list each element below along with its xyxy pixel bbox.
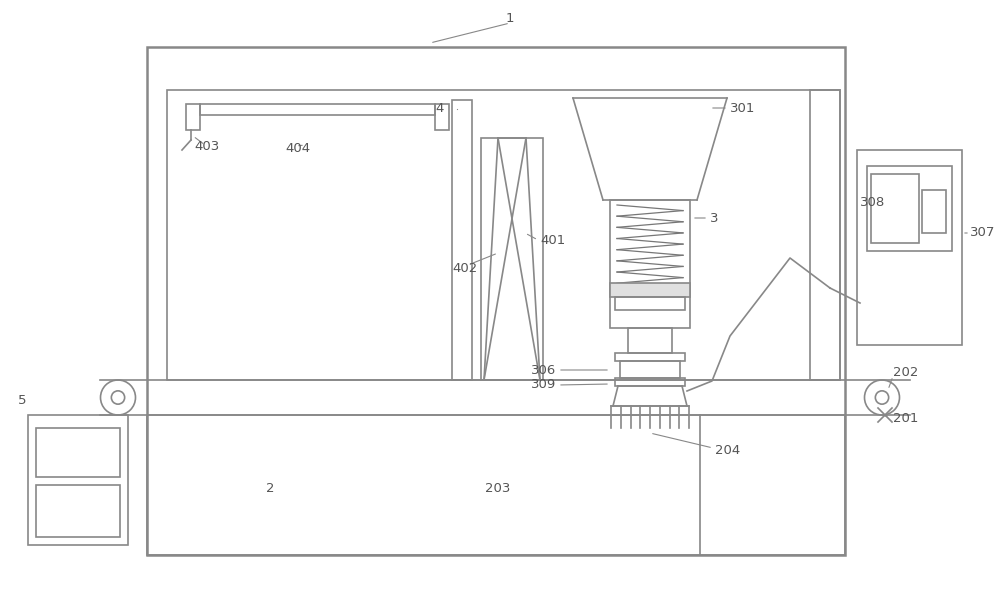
Text: 404: 404 — [285, 142, 310, 155]
Bar — [36, 428, 120, 477]
Text: 202: 202 — [893, 367, 918, 380]
Bar — [867, 166, 952, 251]
Bar — [615, 378, 685, 386]
Text: 201: 201 — [893, 411, 918, 425]
Bar — [147, 415, 845, 555]
Text: 307: 307 — [970, 227, 995, 240]
Text: 204: 204 — [715, 444, 740, 456]
Bar — [857, 150, 962, 345]
Bar — [610, 283, 690, 297]
Bar — [200, 104, 435, 115]
Bar — [186, 104, 200, 130]
Text: 2: 2 — [266, 481, 274, 495]
Bar — [810, 90, 840, 380]
Bar — [36, 485, 120, 537]
Text: 1: 1 — [506, 11, 514, 25]
Text: 309: 309 — [531, 379, 556, 392]
Bar — [452, 100, 472, 380]
Bar — [610, 200, 690, 328]
Bar — [620, 361, 680, 378]
Bar — [922, 190, 946, 233]
Bar — [615, 353, 685, 361]
Bar — [147, 47, 845, 555]
Text: 5: 5 — [18, 393, 26, 407]
Bar — [481, 138, 543, 380]
Bar — [167, 90, 840, 380]
Text: 308: 308 — [860, 197, 885, 209]
Bar — [615, 297, 685, 310]
Text: 401: 401 — [540, 233, 565, 246]
Text: 403: 403 — [194, 139, 219, 152]
Bar — [628, 328, 672, 353]
Text: 4: 4 — [435, 102, 443, 114]
Text: 301: 301 — [730, 102, 755, 114]
Bar — [28, 415, 128, 545]
Bar — [871, 173, 919, 243]
Text: 306: 306 — [531, 364, 556, 377]
Text: 3: 3 — [710, 212, 718, 224]
Bar — [435, 104, 449, 130]
Text: 402: 402 — [452, 261, 477, 274]
Text: 203: 203 — [485, 481, 511, 495]
